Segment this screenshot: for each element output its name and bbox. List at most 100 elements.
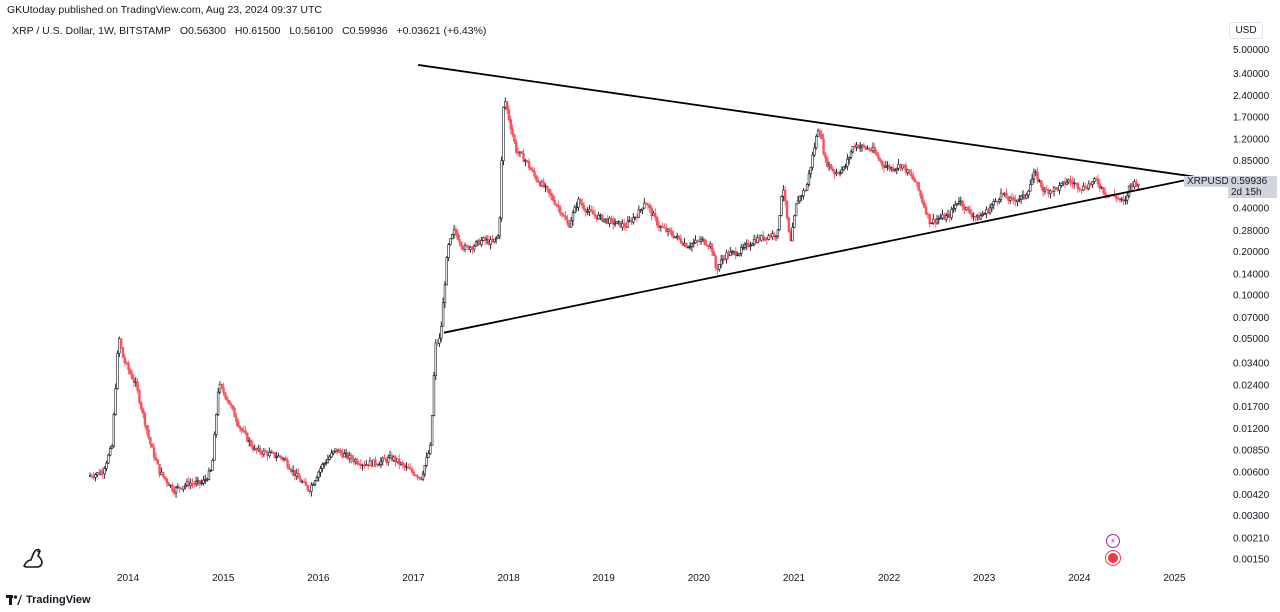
candle-body <box>826 157 829 167</box>
candle-body <box>597 215 600 220</box>
candle-body <box>714 255 717 269</box>
candle-body <box>593 213 597 216</box>
candle-body <box>149 437 152 445</box>
candle-body <box>586 211 589 213</box>
candle-body <box>304 481 308 486</box>
trendline-lower <box>443 177 1194 334</box>
candle-body <box>566 219 569 224</box>
candle-body <box>310 484 313 492</box>
candle-body <box>970 212 973 217</box>
candle-body <box>434 342 437 376</box>
news-flag-icon[interactable] <box>1106 551 1120 565</box>
candle-body <box>163 476 167 480</box>
candle-body <box>580 203 584 206</box>
candle-body <box>440 326 443 339</box>
y-tick-label: 5.00000 <box>1233 45 1270 56</box>
candle-body <box>162 471 165 477</box>
candle-body <box>1040 180 1043 188</box>
x-tick-label: 2014 <box>117 573 140 584</box>
legend-symbol[interactable]: XRP / U.S. Dollar, 1W, BITSTAMP <box>12 25 171 37</box>
candle-body <box>500 160 503 219</box>
candle-body <box>1019 195 1023 200</box>
candle-body <box>1008 197 1012 201</box>
candle-body <box>1036 171 1039 182</box>
candle-body <box>220 384 223 388</box>
candle-body <box>944 215 948 220</box>
brand-label: TradingView <box>26 594 91 606</box>
x-tick-label: 2024 <box>1068 573 1091 584</box>
candle-body <box>829 164 833 170</box>
y-tick-label: 1.20000 <box>1233 134 1270 145</box>
tradingview-brand[interactable]: TradingView <box>6 594 91 606</box>
price-axis: 5.00000 3.40000 2.40000 1.70000 1.20000 0.850… <box>1233 45 1270 566</box>
candle-body <box>833 170 836 175</box>
candle-body <box>780 196 783 216</box>
candle-body <box>494 237 498 240</box>
candle-body <box>844 165 847 168</box>
candle-body <box>1093 178 1096 182</box>
lightning-icon[interactable]: ⚡ <box>1106 534 1120 548</box>
y-tick-label: 0.20000 <box>1233 247 1270 258</box>
candle-body <box>105 462 108 469</box>
candle-body <box>992 201 995 206</box>
candle-body <box>1032 171 1036 180</box>
candle-body <box>403 464 406 468</box>
candle-body <box>902 164 906 167</box>
candle-body <box>1135 181 1138 187</box>
candle-body <box>575 206 578 209</box>
candle-body <box>330 452 333 458</box>
candle-body <box>928 213 931 225</box>
candle-body <box>152 446 156 458</box>
candle-body <box>233 408 236 418</box>
candle-body <box>441 302 445 327</box>
candle-body <box>443 284 447 304</box>
candle-body <box>145 425 148 431</box>
candle-body <box>315 477 319 482</box>
candle-body <box>326 459 330 464</box>
candle-body <box>979 215 983 220</box>
candle-body <box>831 168 834 172</box>
candle-body <box>1052 187 1056 193</box>
candle-body <box>952 207 955 210</box>
candle-body <box>449 238 452 245</box>
candle-body <box>429 444 432 454</box>
candle-body <box>1096 179 1100 185</box>
candle-body <box>1018 198 1021 201</box>
y-tick-label: 0.00600 <box>1233 467 1270 478</box>
candle-body <box>438 337 441 344</box>
candle-body <box>114 388 117 415</box>
candle-body <box>804 190 807 192</box>
candle-body <box>736 254 739 257</box>
candle-body <box>1098 183 1102 189</box>
candle-body <box>1049 190 1052 194</box>
candle-body <box>507 109 511 121</box>
candle-body <box>954 204 957 209</box>
candle-body <box>692 242 695 245</box>
candle-body <box>670 231 673 236</box>
candle-body <box>319 468 322 473</box>
candle-body <box>207 470 211 480</box>
candle-body <box>445 257 448 286</box>
candle-body <box>807 173 811 185</box>
candle-body <box>880 160 884 166</box>
candle-body <box>1069 179 1072 183</box>
candle-body <box>549 192 553 196</box>
candle-body <box>275 456 278 459</box>
candle-body <box>875 152 878 156</box>
candle-body <box>379 460 383 465</box>
candle-body <box>901 164 904 169</box>
candle-body <box>560 212 564 216</box>
candle-body <box>573 206 577 214</box>
candle-body <box>569 220 573 228</box>
candle-body <box>868 148 871 151</box>
candle-body <box>655 217 659 226</box>
candle-body <box>407 466 410 469</box>
candle-body <box>513 134 516 142</box>
candle-body <box>849 151 853 158</box>
candle-body <box>322 463 326 465</box>
candle-body <box>1025 194 1028 199</box>
currency-button[interactable]: USD <box>1229 22 1263 39</box>
candle-body <box>891 167 895 171</box>
candle-body <box>156 459 159 465</box>
